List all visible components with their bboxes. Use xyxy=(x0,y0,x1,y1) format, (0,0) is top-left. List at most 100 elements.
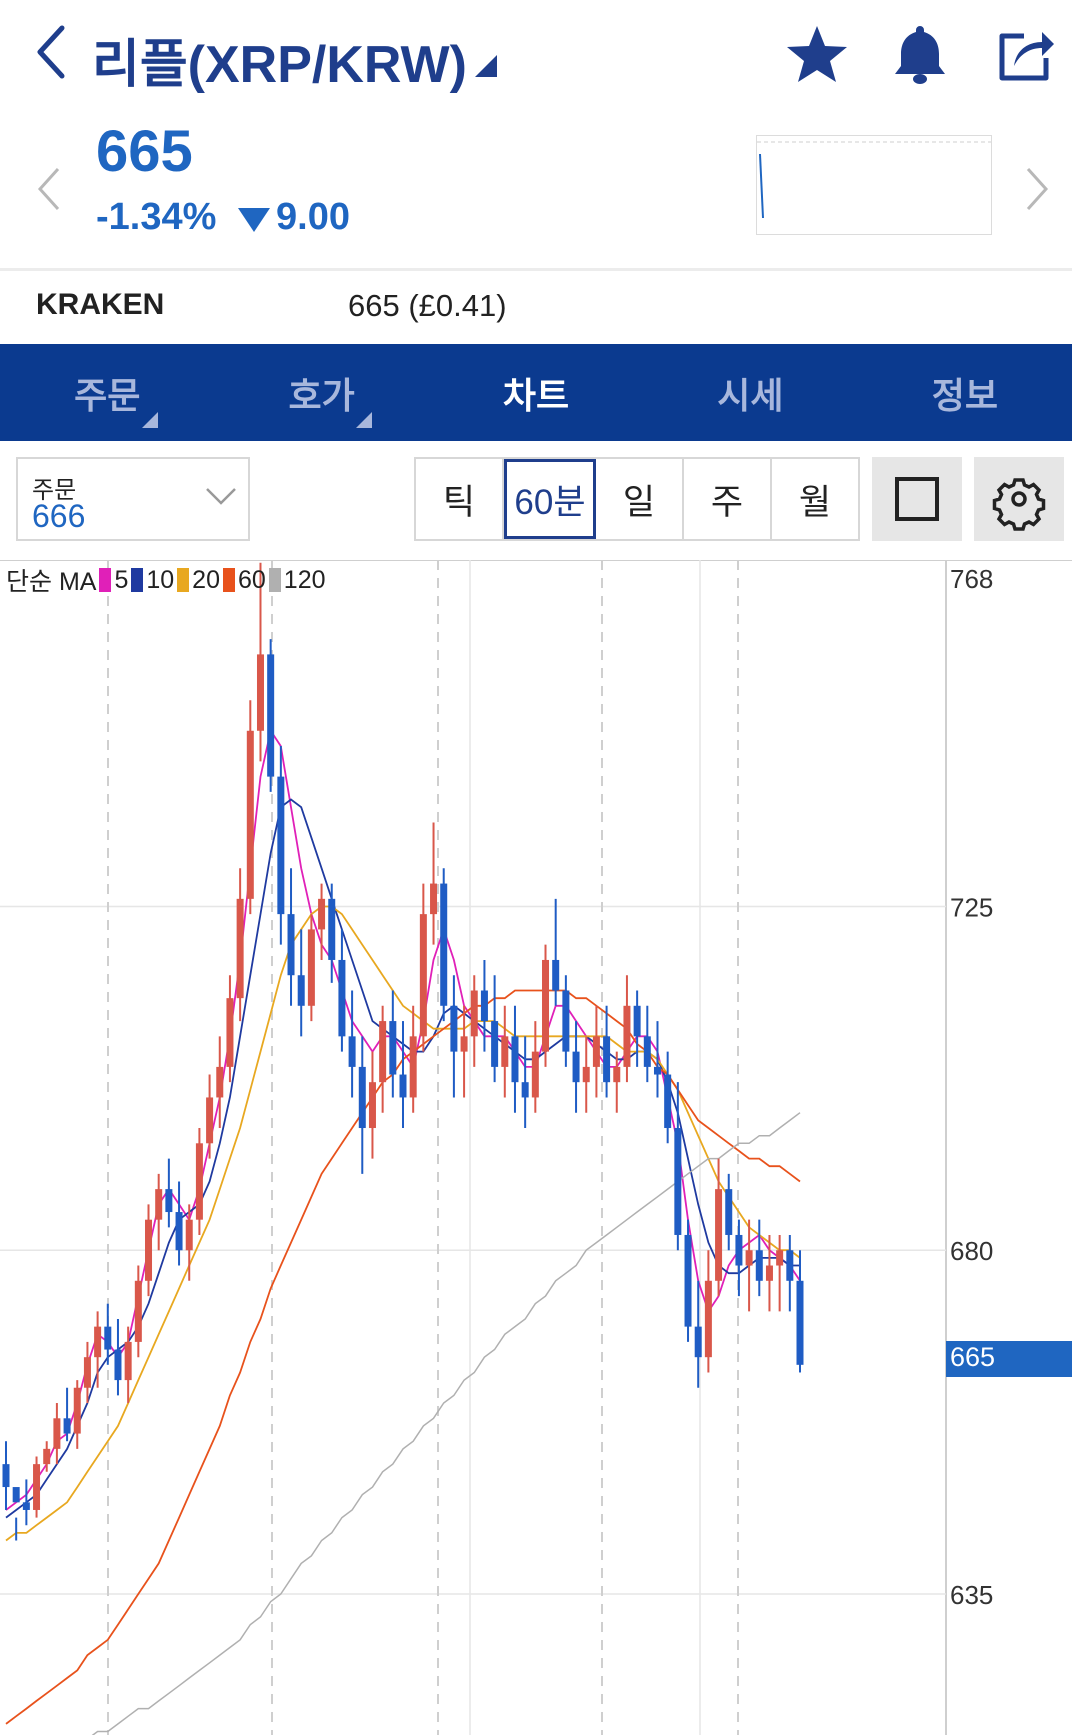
star-icon[interactable] xyxy=(785,22,849,86)
candle-body xyxy=(155,1189,163,1220)
tab-label: 호가 xyxy=(288,374,355,416)
candle-body xyxy=(226,998,234,1067)
candle-body xyxy=(491,1021,499,1067)
candle-body xyxy=(460,1036,468,1052)
tab-label: 시세 xyxy=(717,374,784,416)
order-value: 666 xyxy=(32,498,86,534)
candle-body xyxy=(216,1066,224,1098)
candle-body xyxy=(450,1005,458,1052)
ma10-swatch xyxy=(131,568,144,592)
candle-body xyxy=(256,654,264,731)
previous-coin-icon[interactable] xyxy=(34,165,64,213)
candle-body xyxy=(2,1464,10,1488)
candle-body xyxy=(246,730,254,899)
candle-body xyxy=(267,654,275,777)
candle-body xyxy=(134,1280,142,1342)
next-coin-icon[interactable] xyxy=(1022,165,1052,213)
candle-body xyxy=(307,929,315,1006)
ma60-swatch xyxy=(222,568,235,592)
candle-body xyxy=(195,1143,203,1220)
candle-body xyxy=(603,1036,611,1083)
bell-icon[interactable] xyxy=(888,22,952,86)
back-chevron-icon[interactable] xyxy=(28,22,78,82)
tab-label: 주문 xyxy=(74,374,141,416)
candle-body xyxy=(328,898,336,960)
period-60min[interactable]: 60분 xyxy=(504,459,596,539)
candle-body xyxy=(633,1005,641,1037)
tab-label: 차트 xyxy=(502,374,570,416)
candle-body xyxy=(73,1387,81,1434)
candle-body xyxy=(664,1074,672,1129)
candle-body xyxy=(521,1082,529,1098)
y-tick-label: 635 xyxy=(950,1580,993,1610)
candle-body xyxy=(358,1066,366,1129)
candle-body xyxy=(368,1082,376,1129)
page-title[interactable]: 리플(XRP/KRW) xyxy=(92,36,467,94)
candle-body xyxy=(114,1349,122,1381)
title-dropdown-caret-icon[interactable] xyxy=(475,55,497,77)
share-icon[interactable] xyxy=(994,22,1058,86)
candle-body xyxy=(480,990,488,1022)
candle-body xyxy=(735,1234,743,1266)
candle-body xyxy=(12,1487,20,1503)
tab-order[interactable]: 주문 xyxy=(0,344,214,441)
candle-body xyxy=(389,1021,397,1075)
ma10-label: 10 xyxy=(146,565,175,594)
period-week[interactable]: 주 xyxy=(684,459,772,539)
order-price-select[interactable] xyxy=(16,457,250,541)
period-day[interactable]: 일 xyxy=(596,459,684,539)
candle-body xyxy=(297,975,305,1006)
candle-body xyxy=(531,1051,539,1098)
chevron-down-icon[interactable] xyxy=(204,484,238,508)
candle-body xyxy=(409,1036,417,1098)
candle-body xyxy=(755,1250,763,1281)
ma120-swatch xyxy=(268,568,281,592)
fullscreen-square-button[interactable] xyxy=(872,457,962,541)
ma120-label: 120 xyxy=(283,565,326,594)
period-month[interactable]: 월 xyxy=(798,482,832,522)
ma20-swatch xyxy=(177,568,190,592)
candle-body xyxy=(399,1074,407,1098)
candle-body xyxy=(379,1021,387,1083)
candle-body xyxy=(511,1036,519,1083)
tab-quotes[interactable]: 시세 xyxy=(643,344,857,441)
ma20-label: 20 xyxy=(192,565,220,594)
candle-body xyxy=(623,1005,631,1067)
ma-legend: 단순 MA 5 10 20 60 120 xyxy=(6,562,326,598)
candle-body xyxy=(501,1036,509,1067)
down-triangle-icon xyxy=(238,208,270,232)
current-price: 665 xyxy=(96,119,193,184)
candle-body xyxy=(185,1219,193,1251)
candle-body xyxy=(236,898,244,999)
candle-body xyxy=(440,883,448,1006)
tab-orderbook[interactable]: 호가 xyxy=(214,344,428,441)
candlestick-chart[interactable]: 768 725 680 635 xyxy=(0,560,1072,1735)
tab-chart[interactable]: 차트 xyxy=(429,344,643,441)
candle-body xyxy=(653,1066,661,1075)
candle-body xyxy=(643,1036,651,1067)
candle-body xyxy=(715,1189,723,1281)
candle-body xyxy=(287,914,295,976)
period-tick[interactable]: 틱 xyxy=(416,459,504,539)
change-percent: -1.34% xyxy=(96,196,217,238)
ma60-label: 60 xyxy=(237,565,266,594)
ma-legend-title: 단순 MA xyxy=(6,568,97,596)
ma5-label: 5 xyxy=(114,565,129,594)
candle-body xyxy=(552,959,560,991)
y-tick-label: 680 xyxy=(950,1236,993,1266)
candle-body xyxy=(542,959,550,1052)
current-price-tag-label: 665 xyxy=(950,1342,996,1372)
gear-icon[interactable] xyxy=(974,457,1064,541)
candle-body xyxy=(53,1418,61,1449)
order-label: 주문 xyxy=(32,477,77,504)
y-tick-label: 725 xyxy=(950,892,993,922)
ma5-swatch xyxy=(99,568,112,592)
candle-body xyxy=(83,1357,91,1388)
candle-body xyxy=(582,1066,590,1083)
candle-body xyxy=(33,1464,41,1510)
tab-info[interactable]: 정보 xyxy=(858,344,1072,441)
candle-body xyxy=(796,1280,804,1365)
candle-body xyxy=(104,1326,112,1350)
exchange-price: 665 (£0.41) xyxy=(348,288,507,323)
tab-corner-icon xyxy=(142,412,158,428)
